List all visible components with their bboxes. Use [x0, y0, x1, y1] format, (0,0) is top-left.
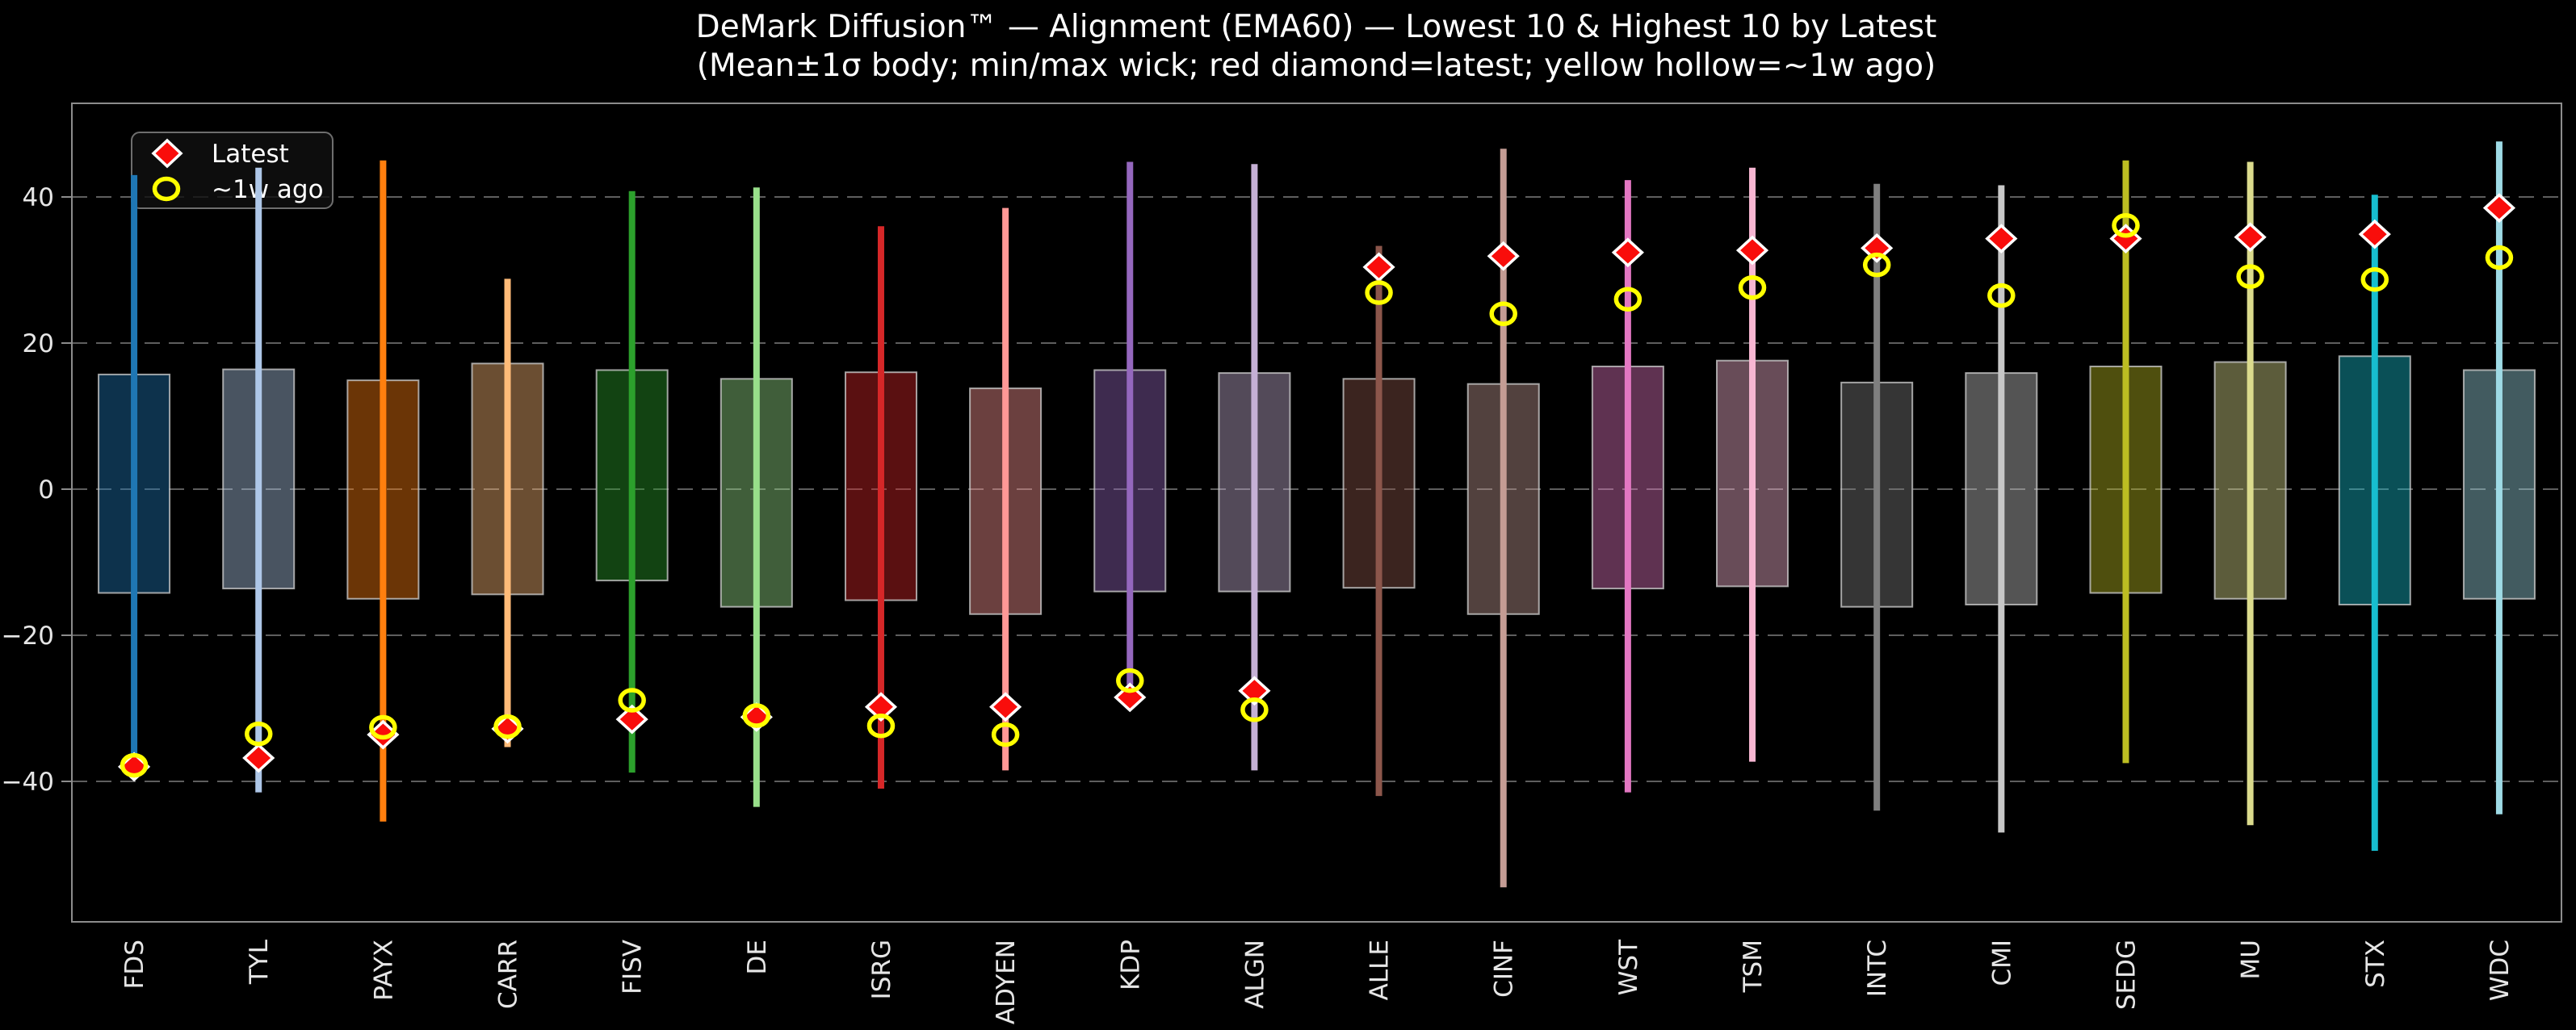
ytick-label-0: 0	[38, 475, 54, 505]
chart-subtitle: (Mean±1σ body; min/max wick; red diamond…	[697, 48, 1936, 84]
xtick-label-STX: STX	[2361, 940, 2390, 988]
xtick-label-FDS: FDS	[120, 940, 149, 989]
week-ago-circle-PAYX	[369, 714, 397, 740]
plot-frame	[71, 103, 2562, 923]
week-ago-circle-ALLE	[1365, 280, 1393, 305]
week-ago-circle-WST	[1613, 287, 1643, 312]
ytick-label--40: −40	[2, 768, 54, 797]
ytick-label-20: 20	[23, 329, 54, 358]
week-ago-circle-MU	[2236, 264, 2264, 289]
week-ago-circle-STX	[2360, 267, 2389, 292]
legend-label-week-ago: ~1w ago	[212, 175, 324, 204]
xtick-label-FISV: FISV	[619, 940, 648, 994]
latest-diamond-CMI	[1985, 224, 2018, 253]
xtick-label-WST: WST	[1614, 939, 1643, 995]
latest-diamond-WST	[1611, 237, 1644, 268]
week-ago-circle-SEDG	[2112, 213, 2140, 238]
week-ago-circle-INTC	[1862, 252, 1891, 278]
latest-diamond-STX	[2358, 219, 2391, 249]
xtick-label-ISRG: ISRG	[867, 940, 896, 999]
week-ago-circle-CARR	[493, 714, 522, 739]
xtick-label-DE: DE	[743, 940, 772, 974]
week-ago-circle-FDS	[120, 752, 149, 778]
xtick-label-CARR: CARR	[494, 940, 523, 1009]
week-ago-circle-ALGN	[1240, 697, 1269, 722]
chart-title: DeMark Diffusion™ — Alignment (EMA60) — …	[696, 9, 1937, 45]
week-ago-circle-ISRG	[866, 713, 896, 739]
week-ago-circle-TSM	[1738, 274, 1767, 300]
legend-label-latest: Latest	[212, 140, 289, 169]
ytick-label--20: −20	[2, 622, 54, 651]
week-ago-circle-TYL	[244, 721, 273, 747]
xtick-label-INTC: INTC	[1863, 940, 1892, 997]
latest-diamond-ALGN	[1238, 676, 1271, 706]
week-ago-circle-CINF	[1489, 301, 1517, 327]
candle-bodies-layer	[98, 355, 2536, 615]
week-ago-circle-FISV	[618, 688, 646, 713]
xtick-label-ADYEN: ADYEN	[992, 940, 1021, 1024]
week-ago-circle-ADYEN	[991, 722, 1020, 747]
latest-diamond-MU	[2234, 222, 2267, 253]
xtick-label-ALLE: ALLE	[1366, 940, 1395, 1000]
latest-diamond-ADYEN	[989, 692, 1022, 722]
latest-diamond-TSM	[1735, 235, 1769, 266]
latest-diamond-FISV	[615, 704, 648, 735]
latest-diamond-ALLE	[1362, 252, 1395, 283]
xtick-label-MU: MU	[2237, 940, 2266, 979]
legend-box	[131, 132, 334, 209]
week-ago-circle-KDP	[1116, 668, 1144, 693]
xtick-label-CINF: CINF	[1490, 940, 1519, 998]
xtick-label-TSM: TSM	[1739, 940, 1768, 993]
latest-diamond-TYL	[242, 743, 275, 773]
markers-layer	[117, 193, 2516, 782]
ytick-label-40: 40	[23, 183, 54, 212]
latest-diamond-ISRG	[864, 692, 898, 722]
xtick-label-ALGN: ALGN	[1240, 940, 1269, 1009]
yellow-hollow-circle-icon	[152, 176, 181, 202]
axes-layer: 40 20 0 −20 −40 FDS TYL PAYX CARR FISV DE ISRG ADYEN…	[2, 103, 2562, 1024]
xtick-label-TYL: TYL	[245, 939, 274, 985]
xtick-label-CMI: CMI	[1987, 940, 2016, 986]
wicks-layer	[131, 141, 2503, 888]
legend: Latest ~1w ago	[131, 132, 334, 209]
week-ago-circle-CMI	[1987, 283, 2016, 308]
latest-diamond-WDC	[2482, 193, 2516, 223]
week-ago-circle-DE	[742, 703, 771, 728]
xtick-label-WDC: WDC	[2486, 940, 2515, 1001]
week-ago-circle-WDC	[2485, 245, 2514, 270]
red-diamond-icon	[151, 138, 183, 169]
xtick-label-PAYX: PAYX	[369, 940, 398, 1001]
xtick-label-KDP: KDP	[1116, 940, 1145, 990]
xtick-label-SEDG: SEDG	[2112, 940, 2141, 1010]
latest-diamond-CINF	[1487, 241, 1520, 271]
